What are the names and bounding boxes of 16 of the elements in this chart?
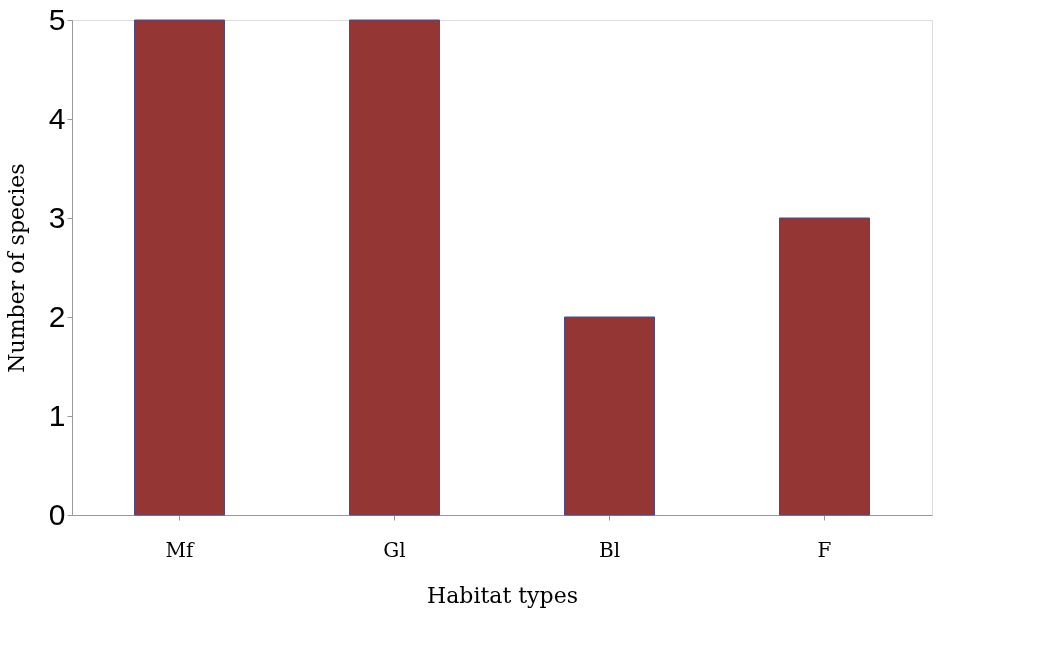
y-tick-label: 2 (48, 299, 66, 333)
x-tick-label: Mf (165, 537, 196, 562)
y-tick-label: 1 (48, 398, 66, 432)
x-tick-label: F (817, 537, 832, 562)
bar (349, 19, 440, 516)
bar (134, 19, 225, 516)
bar (564, 316, 655, 516)
y-axis-title: Number of species (3, 163, 29, 373)
y-tick-label: 3 (48, 200, 66, 234)
y-tick-label: 4 (48, 101, 66, 135)
y-tick-label: 0 (48, 497, 66, 531)
y-tick-label: 5 (48, 2, 66, 36)
bar (779, 217, 870, 516)
x-tick-label: Gl (383, 537, 406, 562)
x-tick-label: Bl (598, 537, 621, 562)
x-axis-title: Habitat types (427, 582, 578, 608)
